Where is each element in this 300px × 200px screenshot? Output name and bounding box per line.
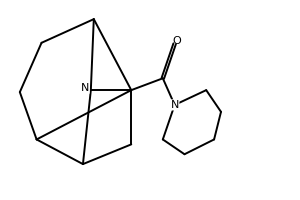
Text: N: N [81,83,89,93]
Text: O: O [172,36,181,46]
Text: N: N [170,100,179,110]
